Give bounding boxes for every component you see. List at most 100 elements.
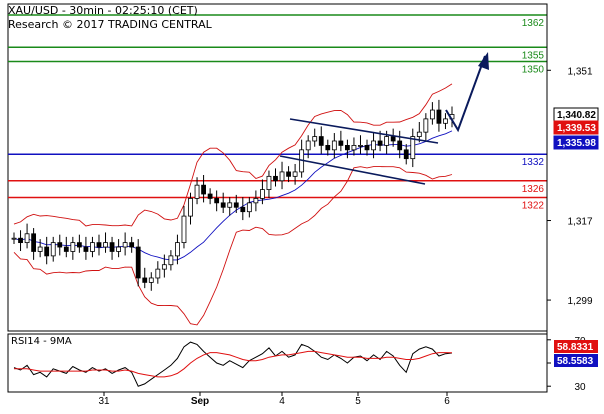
candle — [161, 254, 167, 278]
level-label-1326: 1326 — [522, 184, 545, 195]
candle-body — [443, 118, 448, 124]
candle — [305, 135, 311, 159]
candle — [155, 261, 161, 284]
candle-body — [76, 242, 82, 248]
candle — [168, 250, 174, 271]
y-tick-label: 1,299 — [567, 296, 592, 307]
rsi-tag-value: 58.8331 — [557, 342, 594, 353]
candle — [312, 128, 318, 147]
candle-body — [168, 255, 174, 266]
x-tick-label: 4 — [279, 396, 285, 407]
candle-body — [338, 140, 344, 146]
candle — [279, 161, 285, 190]
rsi-tag-value: 58.5583 — [557, 356, 594, 367]
x-tick-label: 6 — [444, 396, 450, 407]
candle — [24, 223, 30, 249]
candle — [109, 236, 115, 260]
candle — [260, 179, 265, 205]
candle-body — [410, 136, 416, 160]
candle-body — [377, 140, 383, 146]
price-tag-bid: 1,335.98 — [553, 135, 599, 150]
rsi-title: RSI14 - 9MA — [11, 336, 72, 347]
candle — [416, 121, 422, 143]
forecast-arrow-head — [478, 52, 489, 70]
chart-axes: 1,2991,3171,3511,340.821,339.531,335.987… — [98, 4, 599, 407]
candle — [63, 236, 69, 258]
candle — [273, 168, 278, 187]
candle-body — [135, 246, 141, 279]
candle-body — [325, 145, 331, 151]
candle — [129, 236, 135, 253]
level-label-1332: 1332 — [522, 157, 545, 168]
candle — [50, 236, 56, 262]
candle-body — [273, 175, 278, 182]
candle — [181, 205, 187, 249]
candle — [292, 163, 298, 185]
candle — [403, 144, 409, 165]
candle — [338, 130, 344, 152]
candle-body — [227, 202, 233, 208]
y-tick-label: 1,351 — [567, 66, 592, 77]
x-tick-label: Sep — [191, 396, 209, 407]
candle — [214, 190, 220, 212]
candle-body — [429, 109, 435, 120]
candle — [76, 234, 82, 253]
rsi-tag: 58.5583 — [554, 354, 598, 367]
candle — [390, 128, 396, 147]
candle-body — [364, 145, 370, 151]
candle-body — [44, 246, 50, 257]
candle-body — [155, 268, 161, 279]
candle — [443, 113, 448, 130]
candle-body — [436, 109, 442, 124]
candle — [57, 234, 63, 256]
candle-body — [371, 140, 376, 151]
candle — [194, 177, 200, 205]
candle-body — [233, 202, 239, 208]
candle-body — [201, 184, 206, 195]
candle — [11, 232, 17, 244]
candle — [351, 137, 357, 156]
candle — [410, 128, 416, 168]
rsi-tag-box — [554, 354, 598, 367]
level-label-1350: 1350 — [522, 64, 545, 75]
candle-body — [70, 242, 76, 252]
candle-body — [83, 246, 89, 252]
candle — [325, 139, 331, 156]
candle — [201, 175, 206, 203]
forecast-arrow-line — [445, 55, 486, 133]
candle — [364, 139, 370, 156]
candle-body — [57, 242, 63, 248]
candle-body — [129, 242, 135, 248]
candle-body — [292, 171, 298, 177]
candle-body — [423, 118, 429, 133]
candle — [188, 192, 193, 225]
candle — [83, 236, 89, 260]
candle — [233, 194, 239, 214]
candle-body — [148, 277, 154, 283]
candle-body — [142, 277, 148, 283]
bollinger-lower-line — [13, 166, 453, 326]
x-tick-label: 5 — [355, 396, 361, 407]
candle — [116, 239, 121, 258]
candle — [345, 139, 350, 159]
price-tag-box — [553, 120, 599, 135]
candle — [423, 113, 429, 141]
candle-body — [50, 242, 56, 257]
rsi-y-tick-label: 30 — [574, 382, 586, 393]
candle-body — [24, 233, 30, 244]
price-tag-last: 1,340.82 — [553, 107, 599, 122]
price-tag-ask: 1,339.53 — [553, 120, 599, 135]
level-label-1355: 1355 — [522, 50, 545, 61]
candle — [135, 239, 141, 287]
candle-body — [175, 242, 180, 257]
candle-body — [109, 242, 115, 252]
candle-body — [390, 136, 396, 142]
candle-body — [266, 175, 272, 190]
candle-body — [240, 206, 246, 213]
candle-body — [305, 140, 311, 151]
channel-lower-line — [279, 155, 426, 185]
price-tag-value: 1,339.53 — [557, 123, 596, 134]
level-label-1322: 1322 — [522, 201, 545, 212]
candle-body — [96, 242, 102, 248]
